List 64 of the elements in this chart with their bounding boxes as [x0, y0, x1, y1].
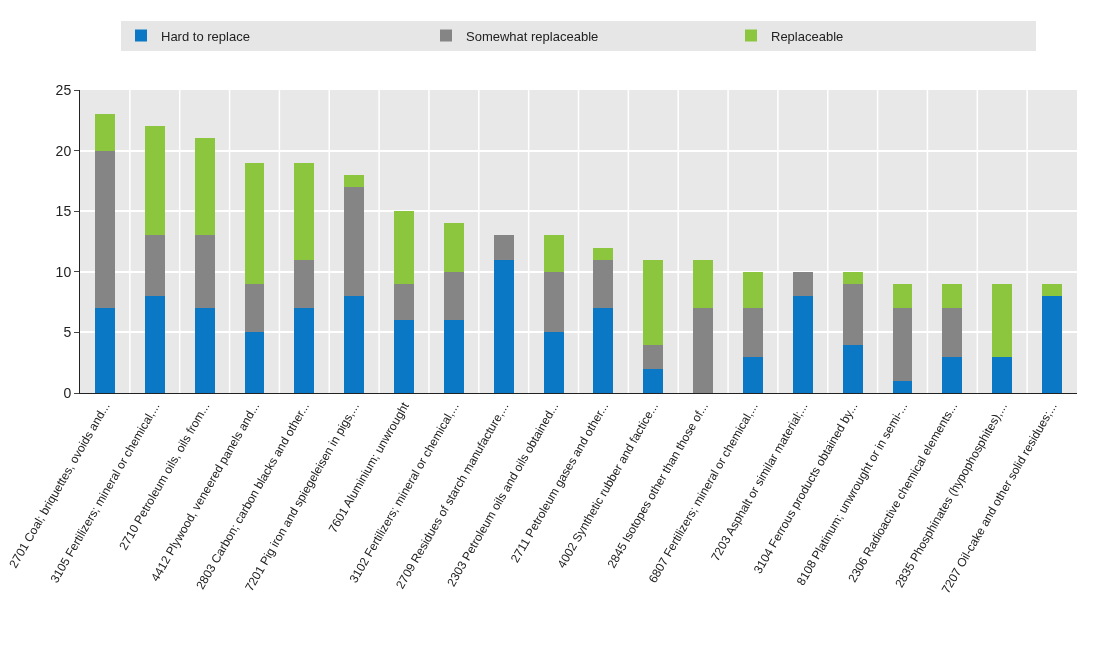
bar — [643, 344, 664, 369]
bar — [942, 283, 963, 309]
bar — [94, 114, 115, 151]
bar — [194, 138, 215, 236]
y-tick-label: 0 — [63, 384, 72, 401]
y-tick-label: 10 — [55, 263, 72, 280]
bar — [792, 296, 813, 393]
legend-label: Hard to replace — [161, 28, 250, 44]
bar — [693, 259, 714, 309]
bar — [693, 308, 714, 393]
bar — [543, 235, 564, 272]
y-tick-label: 25 — [55, 81, 72, 98]
bar — [543, 332, 564, 393]
bar — [443, 271, 464, 321]
bar — [144, 235, 165, 297]
bar — [344, 174, 365, 187]
y-tick-label: 20 — [55, 142, 72, 159]
bar — [443, 320, 464, 393]
y-tick-label: 15 — [55, 203, 72, 220]
bar — [344, 186, 365, 297]
bar — [294, 162, 315, 260]
bar — [892, 308, 913, 381]
bar — [394, 211, 414, 284]
bar — [294, 308, 315, 393]
bar — [992, 283, 1013, 357]
bar — [394, 283, 414, 321]
bar — [743, 271, 763, 309]
bar — [842, 283, 863, 345]
bar — [643, 368, 664, 393]
bar — [344, 296, 365, 393]
bar — [593, 247, 614, 260]
bar — [94, 150, 115, 309]
bar — [842, 344, 863, 393]
legend-label: Replaceable — [771, 28, 844, 44]
bar — [144, 296, 165, 393]
bar — [892, 283, 913, 309]
bar — [1042, 296, 1063, 393]
bar — [244, 332, 265, 393]
bar — [892, 380, 913, 393]
bar — [394, 320, 414, 393]
bar — [842, 271, 863, 284]
bar — [94, 308, 115, 393]
bar — [194, 308, 215, 393]
bar — [144, 126, 165, 236]
bar — [992, 356, 1013, 393]
bar — [244, 283, 265, 333]
bar — [244, 162, 265, 284]
bar — [792, 271, 813, 297]
bar — [294, 259, 315, 309]
bar — [493, 259, 514, 393]
legend-label: Somewhat replaceable — [466, 28, 599, 44]
bar — [942, 356, 963, 393]
bar — [1042, 283, 1063, 297]
bar — [543, 271, 564, 333]
bar — [593, 308, 614, 393]
y-tick-label: 5 — [63, 324, 72, 341]
bar — [942, 308, 963, 357]
bar — [743, 356, 763, 393]
bar — [194, 235, 215, 309]
bar — [593, 259, 614, 309]
bar — [643, 259, 664, 345]
bar — [743, 308, 763, 357]
bar — [493, 235, 514, 260]
bar — [443, 223, 464, 272]
